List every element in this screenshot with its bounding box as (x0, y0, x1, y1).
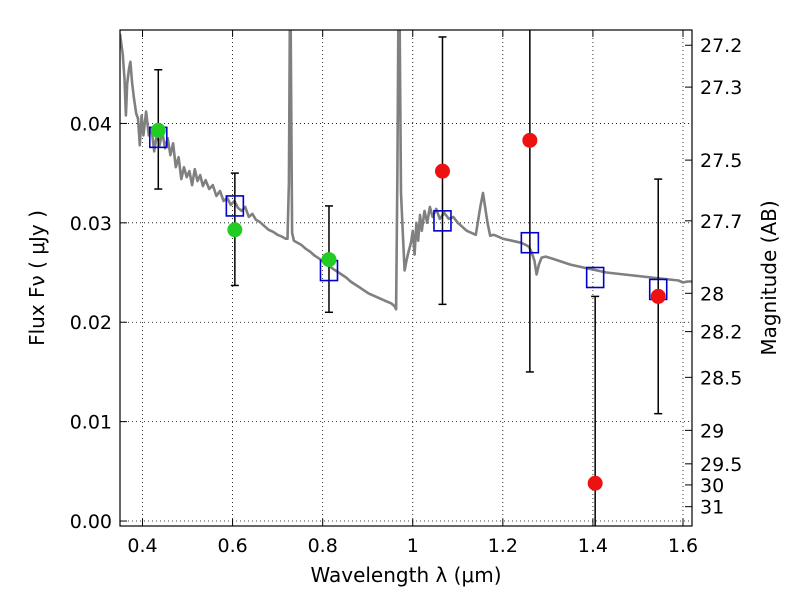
y-tick-label: 0.00 (70, 511, 112, 533)
model-photometry-box (225, 195, 245, 217)
observed-point-green (150, 122, 166, 138)
observed-point-red (434, 163, 450, 179)
x-tick-label: 1.6 (668, 535, 698, 557)
x-tick-label: 1.4 (578, 535, 608, 557)
right-tick-label: 28 (700, 283, 724, 305)
x-tick-label: 0.6 (217, 535, 247, 557)
y-tick-label: 0.01 (70, 412, 112, 434)
model-photometry-box (520, 231, 540, 254)
data-layer (120, 30, 692, 311)
x-tick-label: 1 (407, 535, 419, 557)
model-spectrum-line (120, 30, 692, 311)
right-tick-label: 29 (700, 420, 724, 442)
plot-background (120, 30, 692, 526)
observed-point-red (587, 475, 603, 491)
error-bars (148, 30, 668, 526)
observed-point-red (522, 132, 538, 148)
x-tick-label: 1.2 (488, 535, 518, 557)
y-tick-label: 0.03 (70, 213, 112, 235)
x-tick-label: 0.8 (308, 535, 338, 557)
right-tick-label: 27.2 (700, 35, 742, 57)
observed-point-red (650, 288, 666, 304)
model-photometry-box (433, 210, 452, 232)
observed-point-green (321, 252, 337, 268)
right-tick-label: 29.5 (700, 454, 742, 476)
x-axis-label: Wavelength λ (μm) (310, 563, 501, 587)
right-tick-label: 31 (700, 497, 724, 519)
right-tick-label: 27.7 (700, 211, 742, 233)
right-tick-label: 27.5 (700, 150, 742, 172)
observed-point-green (227, 222, 243, 238)
ticks: 0.4 0.6 0.8 1 1.2 1.4 1.6 0.00 0.01 0.02 0.03 0.04 2… (70, 30, 742, 557)
right-tick-label: 30 (700, 475, 724, 497)
right-tick-label: 28.5 (700, 367, 742, 389)
model-photometry-box (585, 266, 605, 289)
y-axis-label: Flux Fν ( μJy ) (25, 210, 49, 346)
y-axis-right-label: Magnitude (AB) (757, 200, 781, 355)
x-tick-label: 0.4 (127, 535, 157, 557)
plot-frame (119, 29, 693, 527)
grid (120, 30, 692, 526)
y-tick-label: 0.02 (70, 312, 112, 334)
y-tick-label: 0.04 (70, 113, 112, 135)
right-tick-label: 27.3 (700, 77, 742, 99)
right-tick-label: 28.2 (700, 322, 742, 344)
